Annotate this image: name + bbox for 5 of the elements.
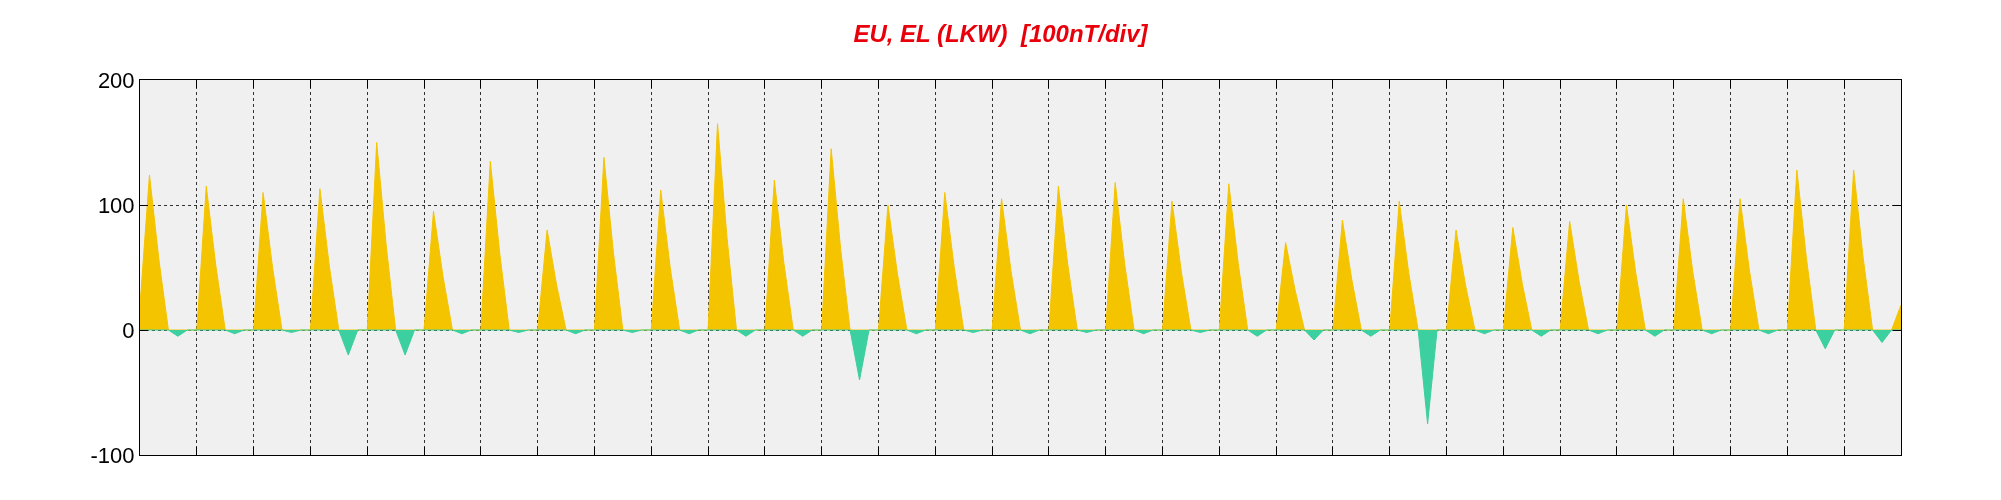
y-tick-label: 0 (122, 317, 135, 343)
y-tick-label: 100 (97, 192, 135, 218)
chart-title: EU, EL (LKW) [100nT/div] (853, 19, 1149, 47)
y-tick-label: -100 (90, 442, 135, 468)
y-tick-label: 200 (97, 67, 135, 93)
